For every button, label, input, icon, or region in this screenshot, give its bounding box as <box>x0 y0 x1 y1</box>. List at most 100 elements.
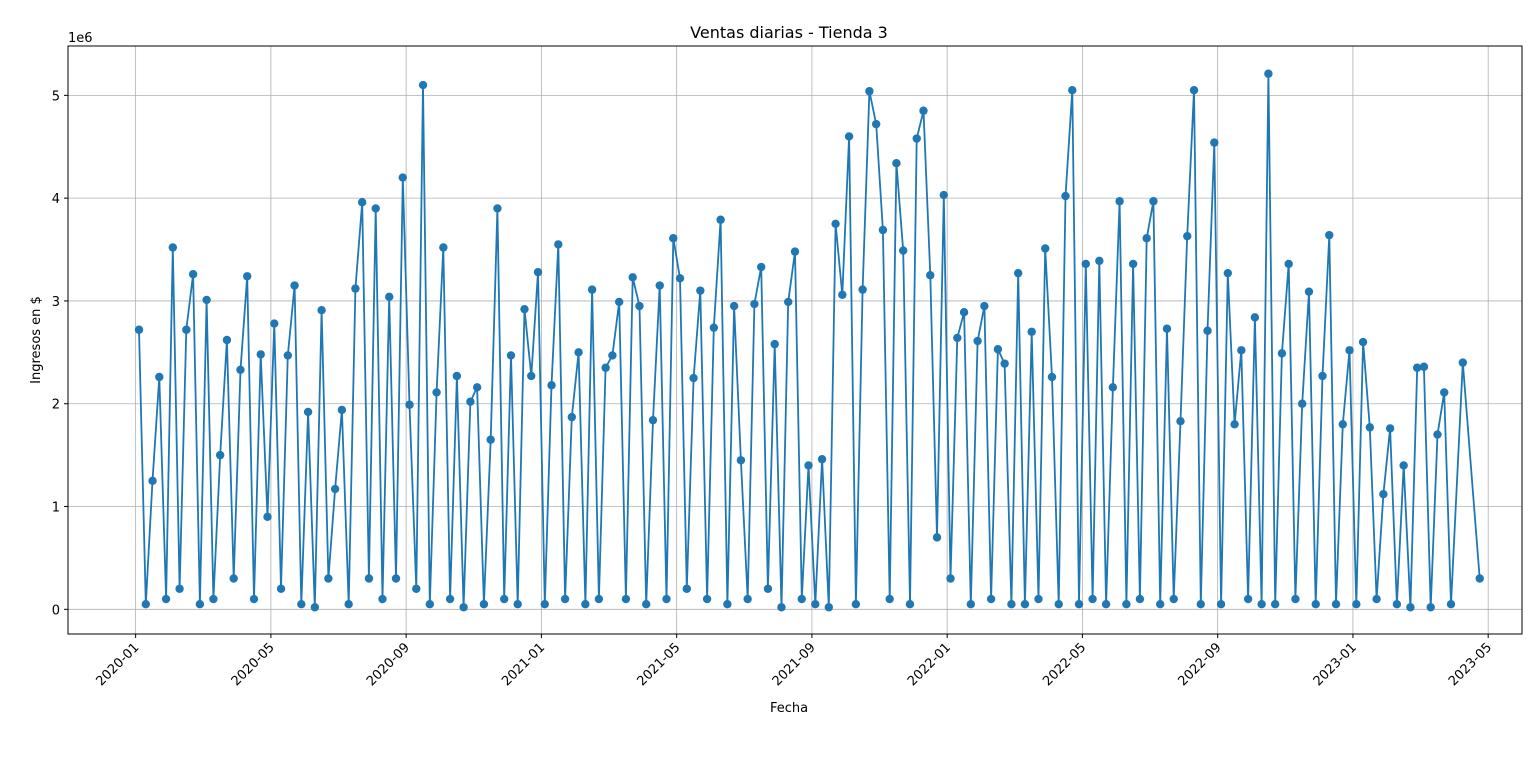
data-point <box>959 308 969 317</box>
data-point <box>1440 388 1449 397</box>
data-point <box>1291 594 1300 604</box>
data-point <box>811 599 820 609</box>
data-point <box>357 198 367 207</box>
data-point <box>513 599 522 609</box>
data-point <box>784 297 793 307</box>
data-point <box>1081 259 1091 269</box>
data-point <box>141 599 150 609</box>
data-point <box>243 272 252 281</box>
data-point <box>1325 230 1334 240</box>
data-point <box>1331 599 1341 609</box>
data-point <box>594 594 604 604</box>
data-point <box>229 574 238 583</box>
data-point <box>777 603 786 612</box>
y-tick-label: 5 <box>52 89 60 104</box>
data-point <box>953 333 962 343</box>
data-point <box>1250 313 1260 322</box>
data-point <box>797 594 806 604</box>
data-point <box>472 383 482 392</box>
data-point <box>932 533 942 542</box>
data-point <box>804 461 813 470</box>
data-point <box>926 271 935 280</box>
data-point <box>1013 268 1023 278</box>
data-point <box>418 80 428 90</box>
data-point <box>310 603 320 612</box>
x-tick-label: 2021-01 <box>499 640 548 689</box>
data-point <box>1128 259 1138 269</box>
data-point <box>1345 346 1354 355</box>
data-point <box>1122 599 1131 609</box>
data-point <box>459 603 468 612</box>
y-tick-label: 0 <box>52 603 60 618</box>
data-point <box>1095 256 1104 266</box>
data-point <box>1169 594 1178 604</box>
data-point <box>642 599 651 609</box>
data-point <box>330 484 340 494</box>
data-point <box>324 574 333 583</box>
data-point <box>743 594 752 604</box>
data-point <box>865 87 874 96</box>
data-point <box>520 304 529 314</box>
data-point <box>222 335 232 345</box>
data-point <box>1419 362 1429 371</box>
data-point <box>614 297 624 307</box>
data-point <box>763 584 773 593</box>
data-point <box>1216 599 1226 609</box>
data-point <box>1054 599 1063 609</box>
data-point <box>1230 420 1239 429</box>
data-point <box>1284 259 1293 269</box>
data-point <box>709 323 719 332</box>
data-point <box>554 240 563 249</box>
data-point <box>378 594 387 604</box>
data-point <box>1162 324 1172 333</box>
y-tick-label: 3 <box>52 295 60 310</box>
data-point <box>466 397 475 406</box>
x-tick-label: 2023-01 <box>1311 640 1360 689</box>
x-tick-label: 2021-05 <box>634 640 683 689</box>
data-point <box>1352 599 1361 609</box>
data-point <box>986 594 996 604</box>
data-point <box>452 371 462 381</box>
data-point <box>249 594 259 604</box>
data-point <box>547 381 556 390</box>
x-tick-label: 2020-09 <box>364 640 413 689</box>
data-point <box>1196 599 1205 609</box>
data-point <box>479 599 489 609</box>
data-point <box>1189 86 1199 95</box>
data-point <box>1298 399 1307 408</box>
x-axis-label: Fecha <box>770 701 808 716</box>
data-point <box>1223 268 1233 278</box>
data-point <box>1210 138 1219 147</box>
y-tick-label: 1 <box>52 501 60 516</box>
data-point <box>148 476 157 486</box>
data-point <box>871 119 881 129</box>
data-point <box>669 234 678 243</box>
data-point <box>1406 603 1415 612</box>
axes-frame <box>67 45 1523 635</box>
data-point <box>445 594 455 604</box>
series-line <box>138 73 1481 608</box>
data-point <box>283 351 292 360</box>
data-point <box>1446 599 1456 609</box>
data-point <box>946 574 955 583</box>
data-point <box>682 584 691 593</box>
data-point <box>1475 574 1484 583</box>
data-point <box>770 339 779 349</box>
data-point <box>493 204 502 213</box>
data-point <box>175 584 184 593</box>
data-point <box>1311 599 1320 609</box>
data-point <box>702 594 712 604</box>
data-point <box>1000 359 1009 368</box>
data-point <box>1399 461 1408 470</box>
x-tick-label: 2023-05 <box>1446 640 1495 689</box>
data-point <box>344 599 353 609</box>
data-point <box>506 351 516 360</box>
data-point <box>297 599 306 609</box>
data-point <box>993 345 1003 354</box>
data-point <box>432 388 441 397</box>
data-point <box>1338 420 1347 429</box>
data-point <box>621 594 631 604</box>
data-point <box>1433 430 1442 439</box>
data-point <box>648 415 658 425</box>
data-point <box>905 599 915 609</box>
